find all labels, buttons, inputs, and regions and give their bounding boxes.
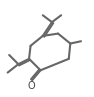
Text: O: O <box>28 81 35 91</box>
